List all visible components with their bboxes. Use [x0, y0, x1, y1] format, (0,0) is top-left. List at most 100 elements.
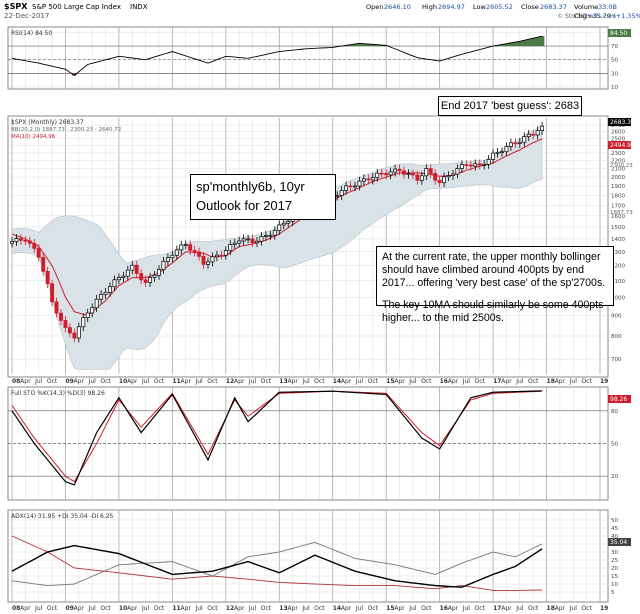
x-tick-label: Oct	[528, 378, 539, 385]
candle-body	[157, 269, 161, 276]
x-tick-label: Apr	[287, 605, 298, 612]
watermark: © StockCharts.com	[557, 13, 616, 20]
x-tick-label: 18	[547, 605, 555, 612]
x-tick-label: 15	[386, 605, 394, 612]
candle-body	[397, 168, 402, 172]
candle-body	[361, 178, 366, 182]
candle-body	[148, 276, 153, 283]
x-tick-label: Apr	[555, 605, 566, 612]
x-tick-label: Apr	[394, 605, 405, 612]
x-tick-label: 19	[600, 378, 608, 385]
candle-body	[108, 286, 112, 293]
note-line-1: At the current rate, the upper monthly b…	[382, 251, 606, 289]
x-tick-label: 14	[333, 605, 341, 612]
adx-y-tick-label: 30	[611, 550, 618, 556]
candle-body	[482, 163, 487, 166]
candle-body	[437, 179, 442, 184]
candle-body	[45, 271, 50, 285]
price-last-tag: 2683.37	[610, 119, 635, 126]
candle-body	[451, 173, 455, 176]
candle-body	[197, 251, 202, 257]
sto-k-line	[11, 390, 543, 486]
candle-body	[18, 238, 23, 241]
x-tick-label: Jul	[408, 605, 417, 612]
x-tick-label: Apr	[181, 378, 192, 385]
candle-body	[170, 254, 175, 259]
x-tick-label: Jul	[34, 605, 43, 612]
candle-body	[223, 250, 228, 256]
candle-body	[517, 141, 522, 144]
candle-body	[219, 254, 224, 257]
adx-line	[11, 544, 543, 588]
volume-value: 33.0B	[598, 3, 617, 11]
candle-body	[379, 172, 384, 175]
note-line-2: The key 10MA should similarly be some 40…	[382, 299, 604, 324]
x-tick-label: Oct	[261, 378, 272, 385]
x-tick-label: 16	[440, 605, 448, 612]
candle-body	[446, 175, 451, 178]
price-y-tick-label: 900	[611, 314, 622, 320]
price-y-tick-label: 2700	[611, 123, 625, 129]
candle-body	[94, 298, 99, 309]
candle-body	[112, 279, 117, 288]
plus-di-line	[11, 541, 543, 587]
candle-body	[513, 142, 518, 145]
x-tick-label: 10	[119, 378, 127, 385]
x-tick-label: Apr	[181, 605, 192, 612]
x-tick-label: 13	[279, 605, 287, 612]
x-tick-label: 15	[386, 378, 394, 385]
candle-body	[388, 171, 393, 176]
candle-body	[188, 244, 193, 251]
x-tick-label: Apr	[74, 378, 85, 385]
x-tick-label: 14	[333, 378, 341, 385]
x-tick-label: Oct	[475, 378, 486, 385]
rsi-line	[11, 35, 543, 76]
open-label: Open	[366, 3, 383, 11]
chg-value: +35.79 (+1.35%)	[587, 12, 640, 20]
candle-body	[473, 163, 478, 167]
candle-body	[72, 332, 77, 339]
x-tick-label: 13	[279, 378, 287, 385]
candle-body	[468, 164, 473, 167]
x-tick-label: 09	[65, 378, 73, 385]
close-value: 2683.37	[540, 3, 567, 11]
x-tick-label: Jul	[34, 378, 43, 385]
price-y-tick-label: 1400	[611, 237, 625, 243]
adx-y-tick-label: 15	[611, 574, 618, 580]
x-tick-label: Apr	[341, 605, 352, 612]
x-tick-label: Oct	[314, 378, 325, 385]
candle-body	[477, 163, 482, 166]
candle-body	[10, 241, 14, 244]
x-tick-label: Apr	[341, 378, 352, 385]
candle-body	[375, 172, 380, 178]
adx-panel	[7, 509, 609, 603]
x-tick-label: Oct	[314, 605, 325, 612]
x-tick-label: 08	[12, 378, 20, 385]
high-label: High	[422, 3, 437, 11]
candle-body	[210, 256, 215, 263]
price-y-tick-label: 2100	[611, 167, 625, 173]
candle-body	[206, 261, 210, 265]
sto-y-tick-label: 80	[611, 409, 618, 415]
x-tick-label: Oct	[581, 605, 592, 612]
candle-body	[174, 249, 179, 256]
candle-body	[495, 151, 500, 154]
candle-body	[353, 185, 357, 188]
candle-body	[23, 239, 28, 242]
candle-body	[500, 151, 504, 154]
sto-y-tick-label: 50	[611, 442, 618, 448]
candle-body	[344, 185, 349, 191]
candle-body	[36, 248, 41, 258]
price-y-tick-label: 1100	[611, 279, 625, 285]
data-series	[11, 35, 545, 591]
candle-body	[272, 230, 277, 236]
x-tick-label: Jul	[194, 605, 203, 612]
x-tick-label: Oct	[475, 605, 486, 612]
chg-label: Chg	[574, 12, 587, 20]
candle-body	[99, 294, 104, 300]
index-name: S&P 500 Large Cap Index	[32, 3, 121, 11]
price-y-tick-label: 1200	[611, 264, 625, 270]
candle-body	[241, 238, 246, 242]
candle-body	[428, 168, 433, 174]
candle-body	[339, 189, 344, 196]
